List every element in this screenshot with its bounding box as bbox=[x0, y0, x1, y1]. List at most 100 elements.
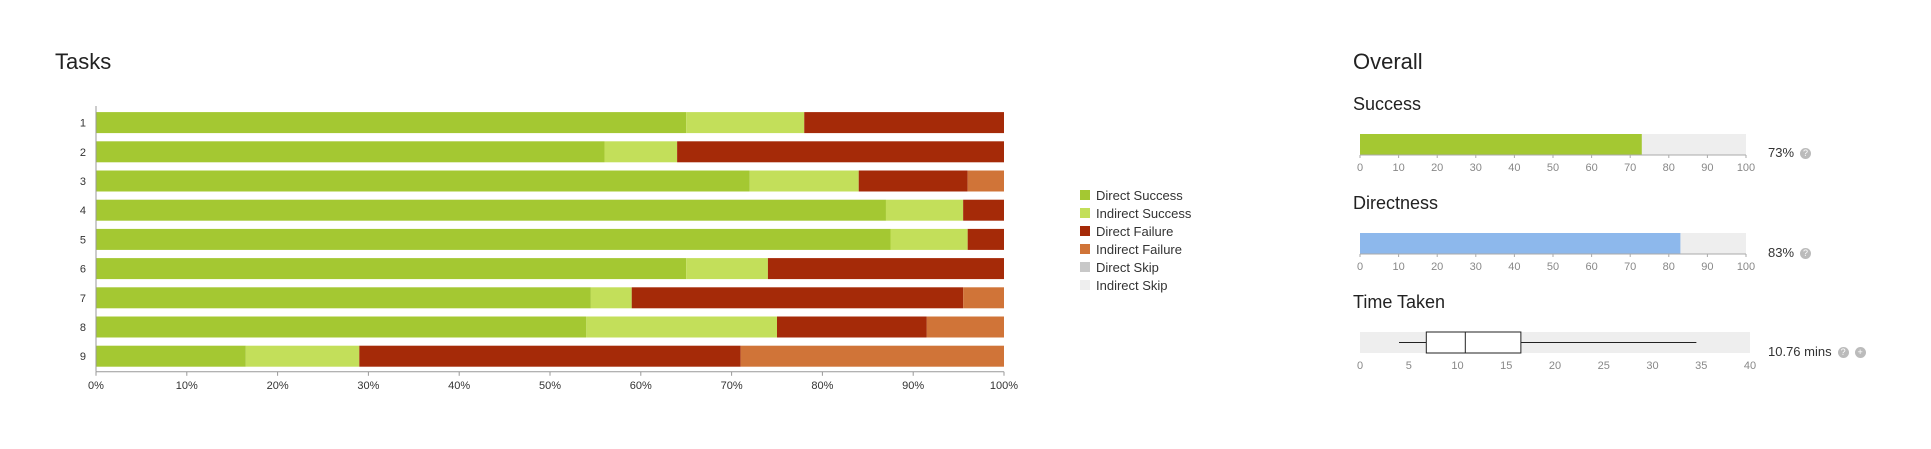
expand-icon[interactable]: + bbox=[1854, 347, 1866, 358]
x-tick-label: 80 bbox=[1663, 162, 1675, 174]
bar-task-8-indirect-failure[interactable] bbox=[926, 316, 1004, 338]
x-tick-label: 20 bbox=[1431, 261, 1443, 273]
legend-label: Indirect Skip bbox=[1096, 277, 1168, 293]
time-taken-boxplot: 0 5 10 15 20 25 30 35 40 bbox=[1357, 331, 1756, 372]
bar-task-5-direct-failure[interactable] bbox=[967, 228, 1004, 250]
success-bar-fill bbox=[1360, 134, 1642, 155]
directness-bar-chart: 0 10 20 30 40 50 60 70 80 90 100 bbox=[1357, 233, 1755, 273]
bar-task-5-direct-success[interactable] bbox=[96, 228, 891, 250]
chart-legend: Direct Success Indirect Success Direct Fai… bbox=[1080, 186, 1191, 294]
x-tick-label: 0 bbox=[1357, 162, 1363, 174]
x-tick-label: 5 bbox=[1406, 360, 1412, 372]
x-tick-label: 30% bbox=[357, 380, 379, 392]
x-tick-label: 60 bbox=[1585, 162, 1597, 174]
bar-task-2-indirect-success[interactable] bbox=[604, 141, 678, 163]
time-taken-label: Time Taken bbox=[1353, 292, 1446, 312]
bar-task-4-direct-failure[interactable] bbox=[963, 199, 1004, 221]
bar-task-3-indirect-success[interactable] bbox=[749, 170, 859, 192]
bar-task-1-direct-success[interactable] bbox=[96, 112, 687, 134]
legend-item: Indirect Failure bbox=[1080, 240, 1191, 258]
x-tick-label: 20% bbox=[267, 380, 289, 392]
legend-swatch bbox=[1080, 262, 1090, 272]
help-icon[interactable]: ? bbox=[1837, 347, 1849, 358]
legend-swatch bbox=[1080, 190, 1090, 200]
y-tick-label: 4 bbox=[80, 205, 86, 217]
bar-task-6-direct-success[interactable] bbox=[96, 258, 687, 280]
legend-swatch bbox=[1080, 226, 1090, 236]
bar-task-2-direct-failure[interactable] bbox=[677, 141, 1004, 163]
x-tick-label: 40 bbox=[1508, 261, 1520, 273]
legend-item: Indirect Success bbox=[1080, 204, 1191, 222]
bar-task-7-indirect-success[interactable] bbox=[590, 287, 632, 309]
directness-value: 83%? bbox=[1768, 245, 1812, 260]
legend-swatch bbox=[1080, 280, 1090, 290]
y-tick-label: 6 bbox=[80, 264, 86, 276]
bar-task-3-direct-failure[interactable] bbox=[858, 170, 968, 192]
x-tick-label: 40 bbox=[1508, 162, 1520, 174]
x-tick-label: 0 bbox=[1357, 360, 1363, 372]
x-tick-label: 50% bbox=[539, 380, 561, 392]
time-value: 10.76 mins? + bbox=[1768, 344, 1866, 359]
bar-task-3-direct-success[interactable] bbox=[96, 170, 750, 192]
x-tick-label: 20 bbox=[1549, 360, 1561, 372]
x-tick-label: 100 bbox=[1737, 261, 1755, 273]
x-tick-label: 30 bbox=[1646, 360, 1658, 372]
bar-task-8-indirect-success[interactable] bbox=[586, 316, 777, 338]
x-tick-label: 10 bbox=[1392, 162, 1404, 174]
y-tick-label: 3 bbox=[80, 176, 86, 188]
bar-task-9-indirect-failure[interactable] bbox=[740, 345, 1004, 367]
bar-task-2-direct-success[interactable] bbox=[96, 141, 605, 163]
bar-task-9-indirect-success[interactable] bbox=[245, 345, 360, 367]
bar-task-3-indirect-failure[interactable] bbox=[967, 170, 1004, 192]
bar-task-7-indirect-failure[interactable] bbox=[963, 287, 1004, 309]
directness-label: Directness bbox=[1353, 193, 1439, 213]
bar-task-9-direct-failure[interactable] bbox=[359, 345, 741, 367]
bar-task-5-indirect-success[interactable] bbox=[890, 228, 968, 250]
bar-task-4-indirect-success[interactable] bbox=[885, 199, 964, 221]
directness-bar-fill bbox=[1360, 233, 1681, 254]
bar-task-9-direct-success[interactable] bbox=[96, 345, 246, 367]
x-tick-label: 80 bbox=[1663, 261, 1675, 273]
success-value-text: 73% bbox=[1768, 145, 1795, 160]
bar-task-7-direct-success[interactable] bbox=[96, 287, 591, 309]
x-tick-label: 70% bbox=[721, 380, 743, 392]
x-tick-label: 90 bbox=[1701, 261, 1713, 273]
y-tick-label: 5 bbox=[80, 234, 86, 246]
legend-item: Direct Success bbox=[1080, 186, 1191, 204]
x-tick-label: 60% bbox=[630, 380, 652, 392]
bar-task-4-direct-success[interactable] bbox=[96, 199, 886, 221]
x-tick-label: 30 bbox=[1470, 261, 1482, 273]
legend-swatch bbox=[1080, 208, 1090, 218]
bar-task-1-direct-failure[interactable] bbox=[804, 112, 1004, 134]
legend-item: Indirect Skip bbox=[1080, 276, 1191, 294]
help-icon[interactable]: ? bbox=[1800, 248, 1812, 259]
y-tick-label: 8 bbox=[80, 322, 86, 334]
bar-task-6-direct-failure[interactable] bbox=[767, 258, 1004, 280]
x-tick-label: 10 bbox=[1392, 261, 1404, 273]
y-tick-label: 2 bbox=[80, 147, 86, 159]
legend-item: Direct Failure bbox=[1080, 222, 1191, 240]
legend-swatch bbox=[1080, 244, 1090, 254]
legend-label: Indirect Failure bbox=[1096, 241, 1182, 257]
legend-label: Direct Skip bbox=[1096, 259, 1159, 275]
bar-task-8-direct-success[interactable] bbox=[96, 316, 587, 338]
bar-task-6-indirect-success[interactable] bbox=[686, 258, 768, 280]
x-tick-label: 70 bbox=[1624, 261, 1636, 273]
x-tick-label: 80% bbox=[811, 380, 833, 392]
bar-task-7-direct-failure[interactable] bbox=[631, 287, 964, 309]
bar-task-8-direct-failure[interactable] bbox=[777, 316, 927, 338]
x-tick-label: 15 bbox=[1500, 360, 1512, 372]
x-tick-label: 35 bbox=[1695, 360, 1707, 372]
y-tick-label: 1 bbox=[80, 118, 86, 130]
legend-label: Direct Failure bbox=[1096, 223, 1174, 239]
bar-task-1-indirect-success[interactable] bbox=[686, 112, 805, 134]
help-icon[interactable]: ? bbox=[1800, 148, 1812, 159]
x-tick-label: 60 bbox=[1585, 261, 1597, 273]
overall-title: Overall bbox=[1353, 49, 1423, 74]
success-label: Success bbox=[1353, 94, 1422, 114]
x-tick-label: 100% bbox=[990, 380, 1018, 392]
tasks-title: Tasks bbox=[55, 49, 112, 74]
legend-item: Direct Skip bbox=[1080, 258, 1191, 276]
x-tick-label: 30 bbox=[1470, 162, 1482, 174]
